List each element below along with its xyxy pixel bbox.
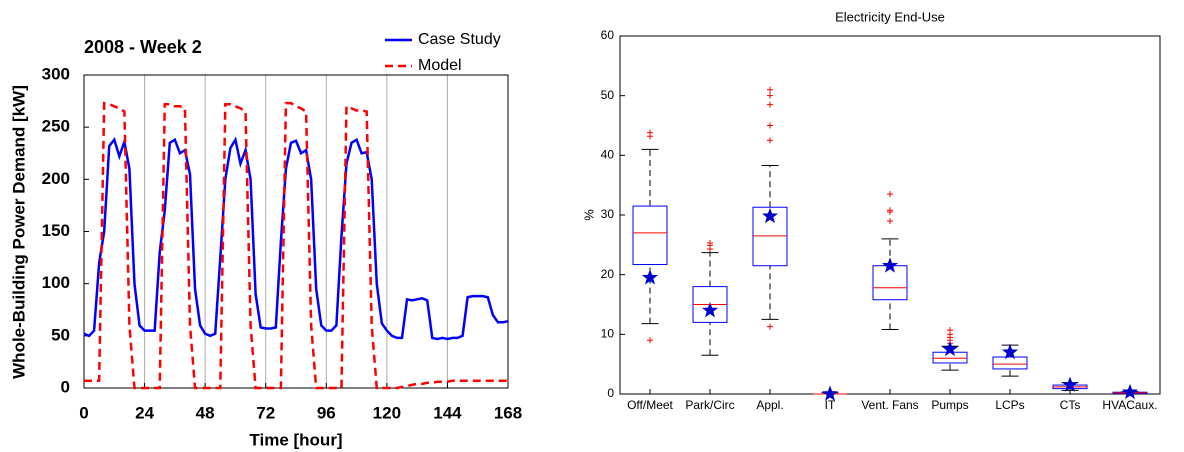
case-study-marker xyxy=(701,301,719,318)
y-tick-label: 60 xyxy=(601,28,615,42)
outlier xyxy=(647,337,653,344)
outlier xyxy=(887,217,893,224)
case-study-marker xyxy=(941,340,959,357)
outlier xyxy=(767,122,773,129)
box xyxy=(872,265,908,301)
outlier xyxy=(947,327,953,334)
outlier xyxy=(887,191,893,198)
y-tick-label: 50 xyxy=(601,88,615,102)
case-study-marker xyxy=(821,385,839,401)
x-tick-label: Off/Meet xyxy=(627,398,673,412)
y-tick-label: 300 xyxy=(42,64,70,83)
outlier xyxy=(767,323,773,330)
y-tick-label: 100 xyxy=(42,273,70,292)
y-tick-label: 150 xyxy=(42,221,70,240)
y-axis-label: % xyxy=(581,209,596,221)
y-tick-label: 20 xyxy=(601,267,615,281)
y-tick-label: 0 xyxy=(61,377,70,396)
y-tick-label: 200 xyxy=(42,169,70,188)
x-tick-label: Park/Circ xyxy=(685,398,734,412)
x-axis-label: Time [hour] xyxy=(249,430,342,449)
chart-title: 2008 - Week 2 xyxy=(84,37,202,57)
y-tick-label: 40 xyxy=(601,148,615,162)
y-axis-label: Whole-Building Power Demand [kW] xyxy=(9,85,28,379)
x-tick-label: Appl. xyxy=(756,398,783,412)
x-tick-label: 120 xyxy=(373,403,401,422)
outlier xyxy=(767,86,773,93)
y-tick-label: 0 xyxy=(607,386,614,400)
x-tick-label: 168 xyxy=(494,403,522,422)
box xyxy=(752,206,788,267)
legend-label: Model xyxy=(418,57,462,74)
outlier xyxy=(887,207,893,214)
case-study-marker xyxy=(881,257,899,273)
y-tick-label: 250 xyxy=(42,117,70,136)
outlier xyxy=(767,92,773,99)
x-tick-label: HVACaux. xyxy=(1102,398,1157,412)
x-tick-label: 24 xyxy=(135,403,154,422)
x-tick-label: Vent. Fans xyxy=(861,398,918,412)
chart-title: Electricity End-Use xyxy=(835,9,945,24)
x-tick-label: 144 xyxy=(433,403,462,422)
case-study-marker xyxy=(641,269,659,285)
case-study-marker xyxy=(1121,383,1139,400)
outlier xyxy=(767,101,773,108)
y-tick-label: 50 xyxy=(51,325,70,344)
x-tick-label: CTs xyxy=(1060,398,1081,412)
x-tick-label: 96 xyxy=(317,403,336,422)
outlier xyxy=(707,240,713,247)
case-study-marker xyxy=(1001,343,1019,360)
x-tick-label: LCPs xyxy=(995,398,1024,412)
series-line xyxy=(84,101,508,390)
x-tick-label: Pumps xyxy=(931,398,968,412)
box xyxy=(932,351,968,364)
legend-label: Case Study xyxy=(418,31,501,48)
case-study-marker xyxy=(761,207,779,224)
y-tick-label: 30 xyxy=(601,207,615,221)
y-tick-label: 10 xyxy=(601,327,615,341)
case-study-marker xyxy=(1061,376,1079,392)
outlier xyxy=(647,129,653,136)
series-line xyxy=(83,136,509,341)
plot-frame xyxy=(83,74,509,389)
x-tick-label: IT xyxy=(825,398,836,412)
outlier xyxy=(767,137,773,144)
x-tick-label: 0 xyxy=(79,403,88,422)
x-tick-label: 72 xyxy=(256,403,275,422)
box xyxy=(992,356,1028,370)
x-tick-label: 48 xyxy=(196,403,215,422)
box xyxy=(632,205,668,266)
